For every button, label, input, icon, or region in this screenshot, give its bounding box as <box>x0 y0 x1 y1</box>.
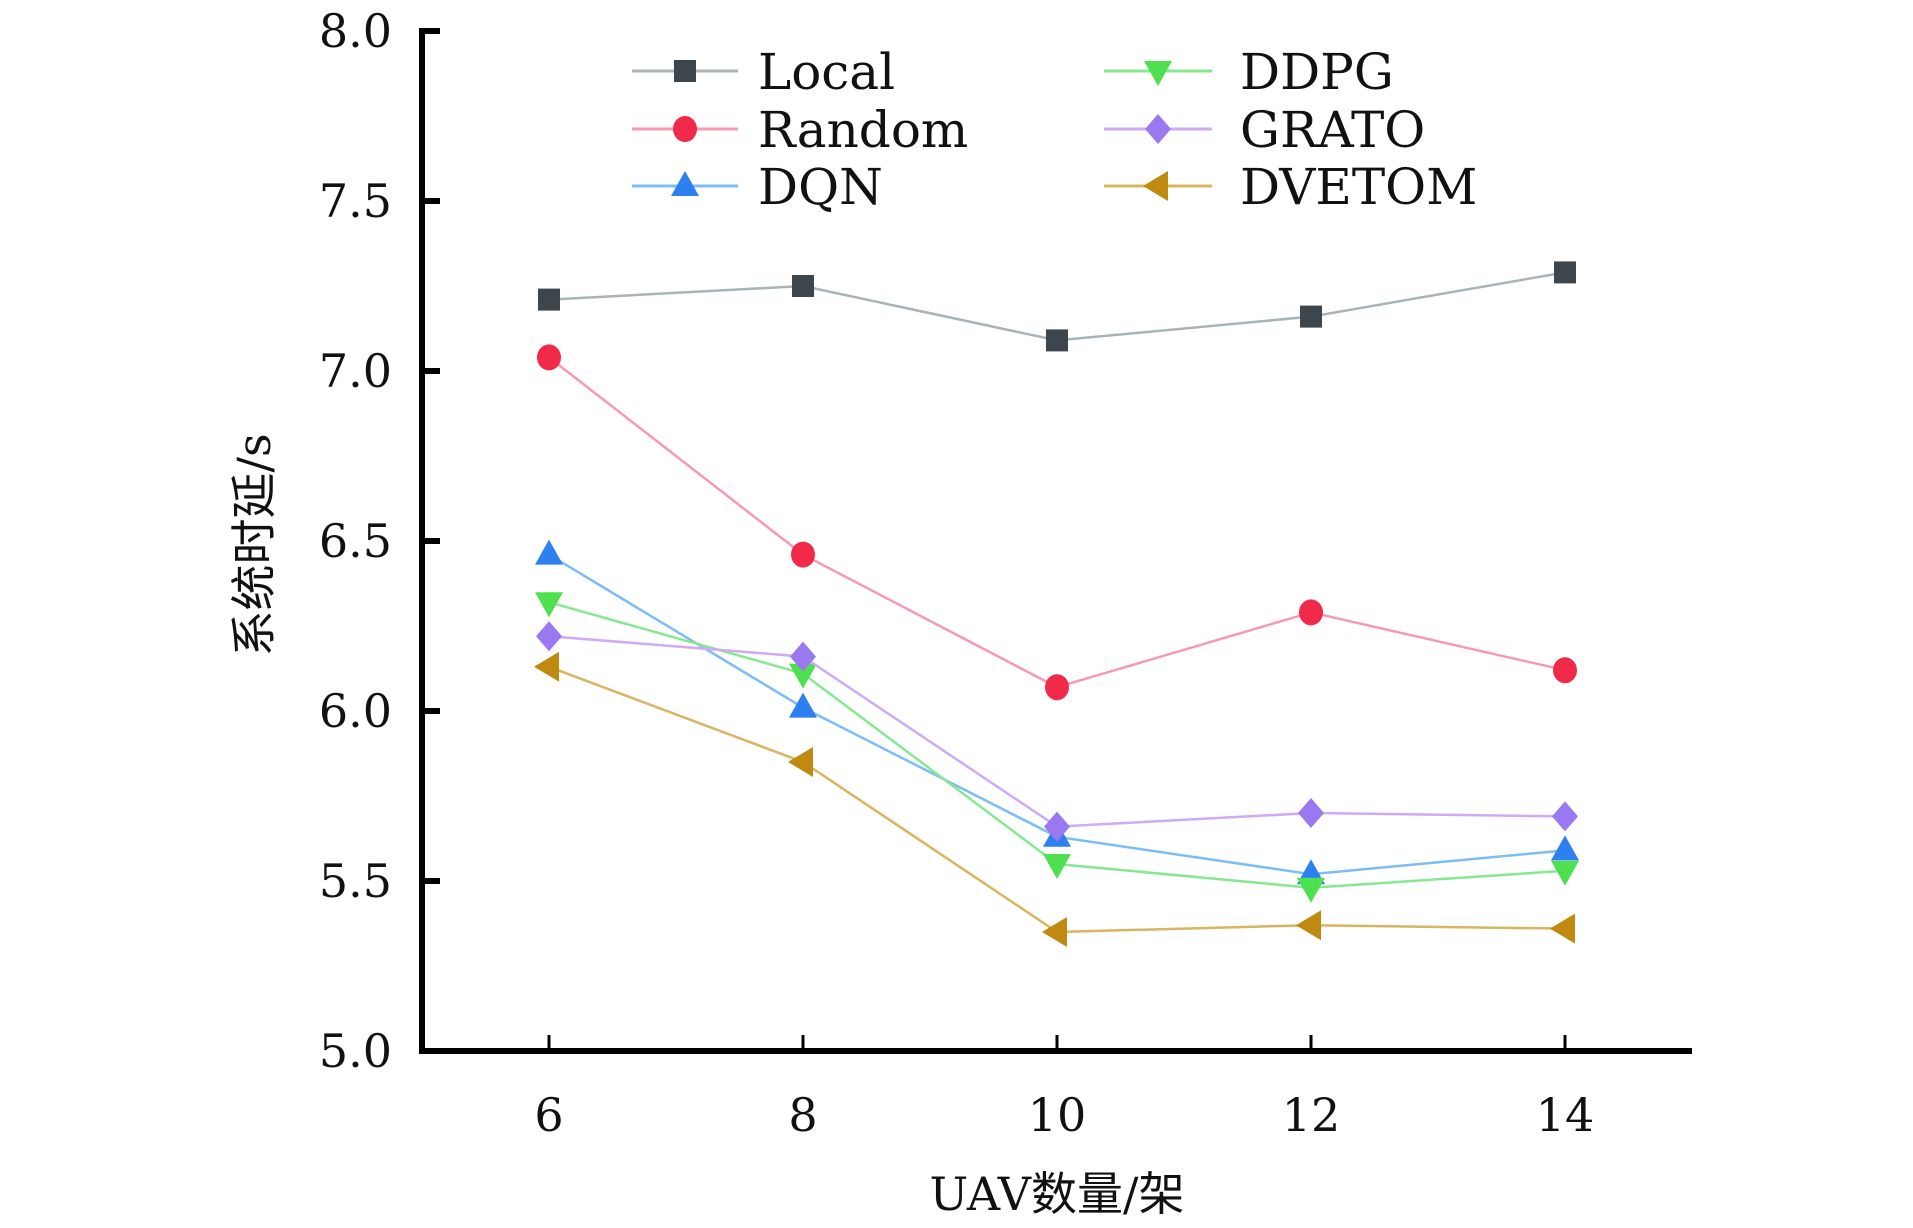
legend-label: DDPG <box>1240 43 1394 101</box>
axes: 5.0 5.5 6.0 6.5 7.0 7.5 8.0 6 8 10 12 14 <box>319 4 1692 1142</box>
data-point-grato <box>790 641 816 672</box>
data-point-ddpg <box>1297 877 1325 903</box>
x-axis-title: UAV数量/架 <box>930 1167 1185 1221</box>
y-tick-label: 7.5 <box>319 174 392 228</box>
legend-marker-random <box>673 116 697 142</box>
legend-label: DQN <box>758 158 883 216</box>
legend-marker-local <box>674 60 696 82</box>
data-point-random <box>1299 599 1323 626</box>
data-point-dqn <box>789 692 817 718</box>
data-point-local <box>1046 329 1068 352</box>
legend-item-random: Random <box>632 101 968 159</box>
y-tick-label: 6.5 <box>319 514 392 568</box>
series-line-random <box>548 356 1566 689</box>
x-tick-label: 12 <box>1282 1088 1341 1142</box>
data-point-ddpg <box>789 663 817 689</box>
data-point-dqn <box>1551 835 1579 861</box>
series-line-grato <box>548 634 1566 828</box>
data-point-dvetom <box>534 651 559 682</box>
data-point-dvetom <box>788 747 813 777</box>
legend-marker-grato <box>1145 114 1171 144</box>
y-tick-label: 5.5 <box>319 854 392 908</box>
legend-label: Local <box>758 43 895 101</box>
y-tick-label: 8.0 <box>319 4 392 58</box>
legend-label: DVETOM <box>1240 158 1477 216</box>
data-point-random <box>1045 674 1069 701</box>
legend-item-grato: GRATO <box>1104 101 1425 159</box>
series-local <box>538 261 1576 352</box>
y-axis-title: 系统时延/s <box>227 433 281 656</box>
data-point-local <box>538 288 560 311</box>
x-tick-label: 14 <box>1536 1088 1595 1142</box>
legend-marker-ddpg <box>1144 61 1172 86</box>
y-tick-label: 6.0 <box>319 684 392 738</box>
legend-label: Random <box>758 101 968 159</box>
legend-item-ddpg: DDPG <box>1104 43 1394 101</box>
data-point-grato <box>536 621 562 652</box>
data-point-ddpg <box>1551 860 1579 886</box>
data-point-dvetom <box>1042 917 1067 947</box>
x-ticks: 6 8 10 12 14 <box>534 1035 1594 1142</box>
data-point-local <box>1300 305 1322 328</box>
series-layer <box>534 261 1579 947</box>
data-point-grato <box>1044 811 1070 842</box>
y-ticks: 5.0 5.5 6.0 6.5 7.0 7.5 8.0 <box>319 4 440 1078</box>
series-dvetom <box>534 651 1575 947</box>
data-point-random <box>791 541 815 568</box>
data-point-dvetom <box>1550 913 1575 944</box>
y-tick-label: 7.0 <box>319 344 392 398</box>
data-point-grato <box>1552 801 1578 832</box>
legend-marker-dqn <box>671 171 699 196</box>
x-tick-label: 10 <box>1028 1088 1087 1142</box>
series-grato <box>536 621 1578 842</box>
data-point-local <box>1554 261 1576 284</box>
data-point-random <box>1553 657 1577 684</box>
data-point-ddpg <box>535 592 563 618</box>
x-tick-label: 8 <box>788 1088 817 1142</box>
legend-label: GRATO <box>1240 101 1425 159</box>
data-point-dqn <box>535 539 563 565</box>
legend-item-dqn: DQN <box>632 158 883 216</box>
y-tick-label: 5.0 <box>319 1024 392 1078</box>
series-line-dvetom <box>548 665 1566 934</box>
legend-item-local: Local <box>632 43 895 101</box>
legend-marker-dvetom <box>1143 171 1168 201</box>
data-point-dvetom <box>1296 910 1321 941</box>
data-point-grato <box>1298 798 1324 828</box>
legend-item-dvetom: DVETOM <box>1104 158 1477 216</box>
data-point-local <box>792 275 814 297</box>
data-point-ddpg <box>1043 854 1071 879</box>
data-point-random <box>537 344 561 371</box>
series-random <box>537 344 1577 701</box>
x-tick-label: 6 <box>534 1088 563 1142</box>
